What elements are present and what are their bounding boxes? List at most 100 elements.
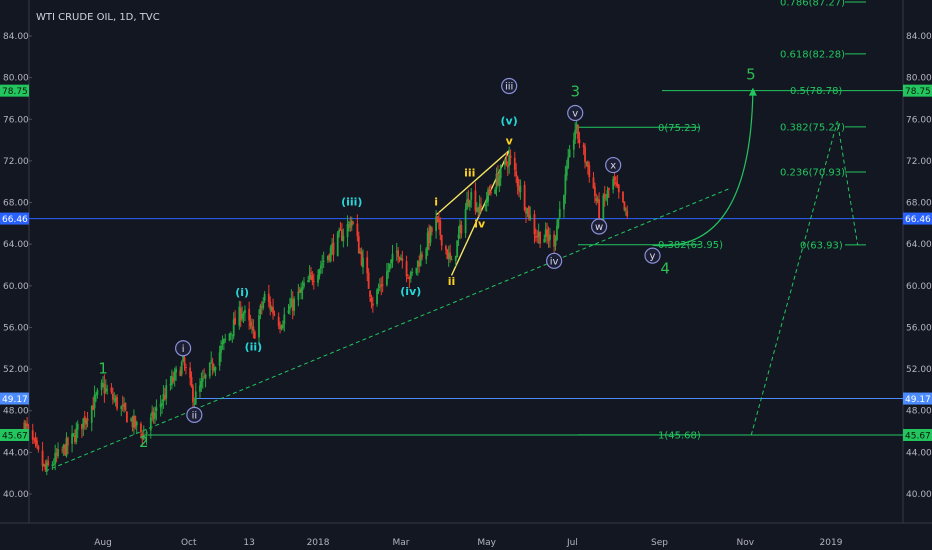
- candle-body: [110, 387, 113, 393]
- candle-body: [222, 338, 225, 344]
- candle-body: [454, 255, 457, 261]
- candle-body: [468, 200, 471, 207]
- candle-body: [411, 272, 414, 274]
- candle-body: [332, 242, 335, 255]
- wave-label-circle: [186, 406, 203, 423]
- candle-body: [509, 155, 512, 158]
- candle-body: [615, 181, 617, 185]
- wave-label-circle: [567, 104, 584, 122]
- wave-label-circle: [175, 340, 192, 357]
- candle-body: [339, 229, 342, 231]
- candle-body: [161, 402, 163, 406]
- candle-body: [258, 315, 260, 338]
- candle-body: [140, 423, 142, 433]
- candle-body: [159, 403, 162, 408]
- wave-label-intermediate: (v): [501, 114, 518, 127]
- y-tick-label-left: 40.00: [3, 490, 29, 500]
- candle-body: [608, 188, 610, 190]
- wave-label-minor: y: [650, 251, 656, 262]
- candle-body: [273, 314, 276, 316]
- candle-body: [133, 415, 135, 428]
- candle-body: [349, 222, 352, 228]
- candle-body: [525, 211, 527, 214]
- candle-body: [269, 301, 272, 310]
- x-tick-label: Aug: [94, 538, 112, 548]
- wave-label-circle: [591, 218, 608, 235]
- candle-body: [485, 199, 488, 203]
- candle-body: [557, 218, 560, 228]
- candle-body: [480, 205, 482, 207]
- price-line-label-bg: [0, 428, 29, 441]
- candle-body: [499, 165, 502, 179]
- wave-label-circle: [501, 77, 518, 95]
- candle-body: [45, 462, 48, 472]
- wave-label-circle: [605, 156, 622, 174]
- candle-body: [242, 313, 245, 315]
- candle-body: [326, 255, 329, 261]
- candle-body: [169, 384, 172, 386]
- candle-body: [504, 159, 506, 165]
- candle-body: [96, 390, 99, 395]
- x-tick-label: Mar: [392, 538, 409, 548]
- candle-body: [598, 199, 601, 220]
- candle-body: [270, 307, 273, 311]
- candle-body: [585, 162, 588, 164]
- candle-body: [574, 129, 577, 140]
- candle-body: [489, 192, 492, 194]
- candle-body: [165, 385, 168, 399]
- candle-body: [152, 412, 155, 420]
- candle-body: [449, 252, 452, 260]
- fib-level-label: 0(75.23): [658, 123, 701, 134]
- candle-body: [543, 239, 546, 243]
- candle-body: [241, 313, 244, 319]
- candle-body: [369, 290, 371, 297]
- candle-body: [193, 403, 196, 405]
- candle-body: [418, 262, 421, 267]
- candle-body: [474, 190, 477, 211]
- candle-body: [613, 176, 616, 181]
- candle-body: [239, 308, 242, 321]
- candle-body: [221, 342, 224, 344]
- wave-label-subminor: v: [506, 134, 514, 147]
- candle-body: [291, 299, 294, 311]
- candle-body: [170, 376, 173, 386]
- candle-body: [539, 231, 541, 244]
- candle-body: [27, 427, 30, 429]
- price-line-label-bg: [903, 392, 932, 405]
- candle-body: [189, 367, 192, 379]
- wedge-upper-line: [435, 149, 510, 216]
- candle-body: [376, 289, 378, 305]
- candle-body: [405, 261, 408, 277]
- candle-body: [102, 382, 104, 384]
- price-line-label-bg: [0, 392, 29, 405]
- y-tick-label-right: 72.00: [906, 157, 932, 167]
- candle-body: [192, 386, 194, 403]
- candle-body: [466, 199, 468, 210]
- candle-body: [303, 282, 305, 287]
- fib-level-label: 0(63.93): [800, 240, 843, 251]
- candle-body: [154, 412, 156, 419]
- candle-body: [568, 149, 571, 158]
- wave-label-major: 5: [746, 66, 756, 84]
- candle-body: [135, 422, 138, 426]
- candle-body: [252, 326, 255, 331]
- candle-body: [131, 418, 134, 428]
- candle-body: [428, 230, 430, 244]
- candle-body: [289, 306, 291, 310]
- price-line-label: 78.75: [2, 87, 28, 97]
- candle-body: [85, 419, 88, 425]
- candle-body: [617, 184, 620, 193]
- candle-body: [556, 225, 558, 241]
- candle-body: [456, 240, 459, 258]
- candle-body: [359, 252, 362, 254]
- wave-label-minor: ii: [192, 410, 198, 421]
- candle-body: [26, 423, 29, 427]
- wave-label-intermediate: (iv): [400, 285, 421, 298]
- candle-body: [317, 275, 319, 283]
- candle-body: [208, 362, 211, 377]
- candle-body: [577, 124, 579, 139]
- candle-body: [229, 333, 232, 335]
- candle-body: [33, 438, 36, 440]
- y-tick-label-right: 68.00: [906, 199, 932, 209]
